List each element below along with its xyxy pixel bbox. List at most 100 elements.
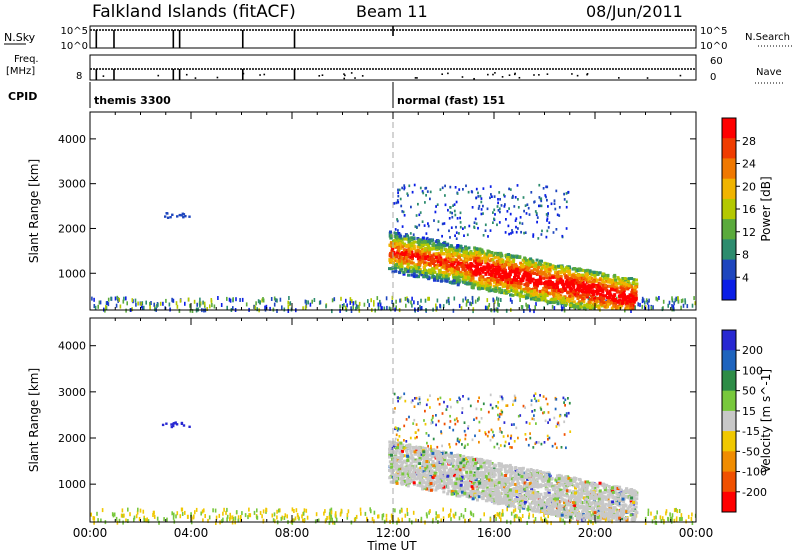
scatter-cell [390, 249, 394, 253]
scatter-cell [396, 236, 399, 240]
scatter-cell [531, 263, 535, 266]
scatter-cell [358, 301, 361, 306]
nave-dot [242, 72, 245, 75]
scatter-cell [179, 514, 182, 519]
scatter-cell [589, 297, 593, 301]
scatter-cell [497, 268, 501, 272]
scatter-cell [435, 303, 437, 308]
scatter-cell [328, 520, 331, 525]
scatter-cell [489, 254, 493, 258]
scatter-cell [133, 517, 135, 522]
scatter-cell [418, 268, 422, 272]
scatter-cell [413, 183, 416, 187]
cpid-label: CPID [8, 90, 37, 103]
scatter-cell [479, 259, 483, 263]
scatter-cell [592, 306, 596, 310]
scatter-cell [496, 512, 499, 517]
scatter-cell [399, 244, 403, 248]
scatter-cell [585, 293, 589, 297]
scatter-cell [659, 515, 662, 520]
scatter-cell [448, 217, 451, 220]
scatter-cell [335, 517, 338, 522]
scatter-cell [564, 280, 568, 284]
scatter-cell [444, 203, 447, 207]
scatter-cell [410, 300, 412, 305]
scatter-cell [330, 515, 333, 519]
scatter-cell [455, 258, 459, 262]
scatter-cell [550, 281, 553, 284]
scatter-cell [443, 458, 447, 462]
scatter-cell [165, 298, 167, 303]
scatter-cell [397, 265, 400, 269]
scatter-cell [427, 447, 431, 451]
scatter-cell [507, 257, 511, 261]
scatter-cell [641, 299, 644, 304]
scatter-cell [432, 454, 436, 458]
scatter-cell [467, 190, 470, 194]
scatter-cell [463, 280, 467, 284]
scatter-cell [416, 240, 420, 244]
scatter-cell [492, 288, 496, 292]
scatter-cell [629, 493, 633, 497]
scatter-cell [465, 260, 469, 264]
scatter-cell [123, 513, 125, 518]
scatter-cell [352, 305, 354, 310]
scatter-cell [489, 471, 493, 474]
scatter-cell [606, 498, 610, 502]
scatter-cell [395, 201, 398, 205]
scatter-cell [432, 247, 436, 250]
scatter-cell [396, 219, 399, 223]
scatter-cell [101, 508, 104, 513]
scatter-cell [589, 301, 593, 304]
scatter-cell [239, 298, 241, 302]
scatter-cell [420, 298, 422, 303]
scatter-cell [409, 232, 412, 235]
scatter-cell [473, 221, 476, 224]
scatter-cell [512, 255, 516, 259]
scatter-cell [414, 274, 418, 278]
scatter-cell [628, 306, 632, 310]
scatter-cell [454, 279, 458, 283]
scatter-cell [656, 510, 658, 515]
scatter-cell [483, 268, 487, 272]
scatter-cell [478, 204, 481, 208]
scatter-cell [419, 186, 422, 190]
scatter-cell [545, 213, 548, 216]
scatter-cell [441, 265, 445, 269]
scatter-cell [140, 304, 143, 309]
scatter-cell [420, 518, 422, 523]
scatter-cell [532, 293, 536, 297]
scatter-cell [557, 480, 561, 484]
scatter-cell [499, 514, 501, 519]
scatter-cell [396, 251, 399, 255]
scatter-cell [249, 513, 252, 518]
scatter-cell [395, 449, 399, 453]
scatter-cell [514, 196, 517, 199]
scatter-cell [523, 500, 527, 504]
scatter-cell [218, 513, 221, 518]
scatter-cell [538, 183, 541, 187]
scatter-cell [343, 303, 345, 308]
scatter-cell [558, 214, 561, 217]
scatter-cell [477, 191, 479, 195]
scatter-cell [494, 286, 498, 290]
scatter-cell [597, 509, 601, 513]
scatter-cell [471, 296, 474, 301]
scatter-cell [464, 296, 467, 301]
scatter-cell [560, 300, 564, 304]
scatter-cell [461, 279, 465, 283]
scatter-cell [401, 443, 405, 447]
scatter-cell [423, 271, 427, 275]
scatter-cell [475, 196, 478, 200]
scatter-cell [534, 261, 537, 265]
scatter-cell [651, 519, 654, 524]
scatter-cell [579, 284, 583, 288]
nave-dot [618, 77, 620, 79]
scatter-cell [600, 294, 604, 297]
scatter-cell [570, 302, 573, 306]
scatter-cell [621, 286, 625, 290]
scatter-cell [418, 223, 421, 227]
scatter-cell [395, 239, 399, 243]
scatter-cell [422, 252, 426, 256]
scatter-cell [545, 285, 549, 289]
